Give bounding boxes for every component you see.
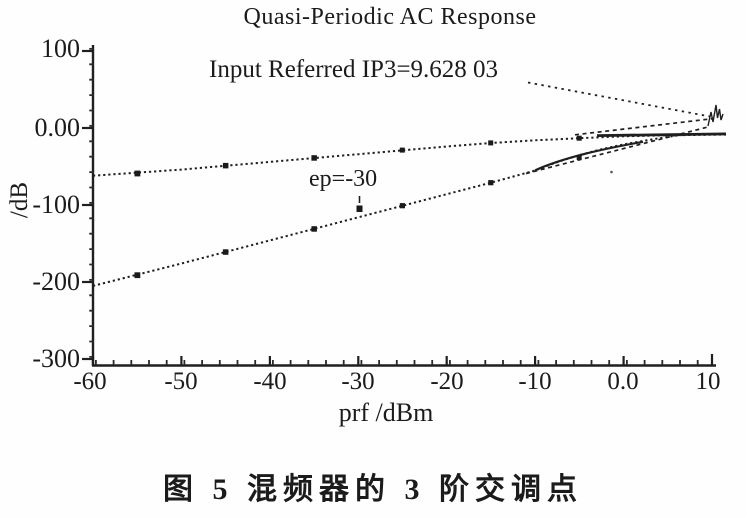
- y-tick--200: -200: [32, 267, 80, 296]
- x-tick--10: -10: [518, 368, 552, 395]
- y-tick--100: -100: [32, 190, 80, 219]
- x-tick--60: -60: [73, 368, 107, 395]
- x-tick-10: 10: [695, 368, 721, 395]
- ip3-leader-line: [527, 81, 711, 118]
- compressed-flat-segment: [596, 132, 727, 137]
- x-axis-label: prf /dBm: [338, 398, 434, 427]
- y-tick-100: 100: [41, 34, 80, 63]
- ip3-annotation: Input Referred IP3=9.628 03: [209, 56, 499, 83]
- ip3-intercept-marker: [707, 104, 724, 127]
- first-order-markers: [134, 135, 582, 177]
- ep-marker: [356, 196, 363, 212]
- scan-speck: [610, 170, 613, 174]
- x-tick--40: -40: [253, 368, 287, 395]
- third-order-curve: [92, 133, 727, 287]
- first-order-extrapolation-line: [574, 117, 715, 136]
- chart-title: Quasi-Periodic AC Response: [243, 4, 537, 30]
- figure-caption: 图 5 混频器的 3 阶交调点: [163, 473, 583, 506]
- x-tick--50: -50: [164, 368, 198, 395]
- x-tick--20: -20: [430, 368, 464, 395]
- x-tick--30: -30: [341, 368, 375, 395]
- y-tick--300: -300: [32, 344, 80, 373]
- y-major-ticks: [82, 49, 94, 361]
- y-tick-0: 0.00: [34, 113, 81, 142]
- third-order-bend-segment: [534, 140, 644, 172]
- third-order-extrapolation-line: [525, 126, 709, 175]
- x-major-ticks: [91, 354, 714, 366]
- x-tick-0: 0.0: [607, 368, 639, 395]
- third-order-markers: [134, 155, 582, 279]
- ep-annotation: ep=-30: [309, 166, 378, 192]
